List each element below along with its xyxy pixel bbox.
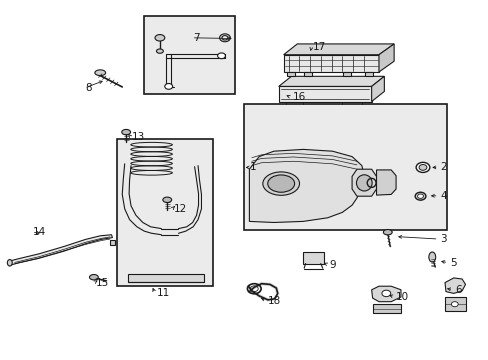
Ellipse shape xyxy=(222,36,227,40)
Ellipse shape xyxy=(450,302,457,307)
Ellipse shape xyxy=(163,197,171,202)
Polygon shape xyxy=(283,55,378,72)
Text: 17: 17 xyxy=(312,42,325,52)
Text: 16: 16 xyxy=(292,92,305,102)
Bar xyxy=(303,252,323,264)
Text: 11: 11 xyxy=(156,288,169,298)
Text: 9: 9 xyxy=(328,260,335,270)
Polygon shape xyxy=(372,304,400,313)
Text: 5: 5 xyxy=(449,258,456,268)
Bar xyxy=(244,104,447,230)
Text: 12: 12 xyxy=(173,204,186,214)
Polygon shape xyxy=(444,297,465,311)
Polygon shape xyxy=(343,72,350,76)
Text: 8: 8 xyxy=(85,83,92,93)
Ellipse shape xyxy=(7,260,12,266)
Text: 7: 7 xyxy=(193,33,200,43)
Ellipse shape xyxy=(381,290,390,297)
Ellipse shape xyxy=(156,49,163,53)
Ellipse shape xyxy=(418,165,426,170)
Polygon shape xyxy=(278,76,384,86)
Ellipse shape xyxy=(95,70,105,76)
Text: 6: 6 xyxy=(454,285,461,295)
Polygon shape xyxy=(278,86,371,102)
Text: 10: 10 xyxy=(395,292,408,302)
Text: 15: 15 xyxy=(95,278,108,288)
Ellipse shape xyxy=(164,84,172,89)
Polygon shape xyxy=(128,274,204,282)
Bar xyxy=(117,139,212,286)
Polygon shape xyxy=(283,44,393,55)
Text: 13: 13 xyxy=(132,132,145,142)
Ellipse shape xyxy=(122,130,130,135)
Ellipse shape xyxy=(89,274,98,280)
Polygon shape xyxy=(110,240,115,245)
Ellipse shape xyxy=(155,35,164,41)
Ellipse shape xyxy=(415,162,429,172)
Ellipse shape xyxy=(417,194,423,198)
Text: 14: 14 xyxy=(33,227,46,237)
Polygon shape xyxy=(351,169,376,196)
Polygon shape xyxy=(249,149,364,222)
Polygon shape xyxy=(378,44,393,72)
Text: 3: 3 xyxy=(439,234,446,244)
Ellipse shape xyxy=(263,172,299,195)
Text: 2: 2 xyxy=(439,162,446,172)
Polygon shape xyxy=(9,235,112,265)
Ellipse shape xyxy=(217,53,225,59)
Ellipse shape xyxy=(383,230,391,235)
Polygon shape xyxy=(304,72,311,76)
Ellipse shape xyxy=(414,192,425,200)
Text: 18: 18 xyxy=(267,296,281,306)
Ellipse shape xyxy=(356,175,371,191)
Text: 1: 1 xyxy=(249,162,256,172)
Ellipse shape xyxy=(219,34,230,42)
Polygon shape xyxy=(376,170,395,195)
Ellipse shape xyxy=(428,252,435,262)
Polygon shape xyxy=(444,278,465,293)
Polygon shape xyxy=(371,76,384,102)
Ellipse shape xyxy=(267,175,294,192)
Polygon shape xyxy=(365,72,372,76)
Polygon shape xyxy=(371,286,400,302)
Text: 4: 4 xyxy=(439,191,446,201)
Bar xyxy=(144,16,234,94)
Polygon shape xyxy=(286,72,294,76)
